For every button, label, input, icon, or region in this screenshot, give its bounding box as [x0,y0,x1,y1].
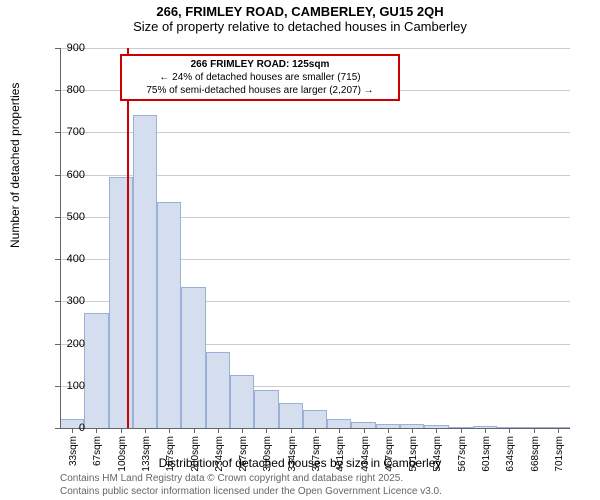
x-tick-mark [218,428,219,433]
x-tick-mark [339,428,340,433]
y-axis-label: Number of detached properties [8,83,22,248]
x-tick-mark [96,428,97,433]
attribution-line2: Contains public sector information licen… [60,485,442,498]
marker-line [127,48,129,428]
x-tick-mark [315,428,316,433]
callout-line2: ← 24% of detached houses are smaller (71… [128,71,392,84]
gridline [60,48,570,49]
x-tick-mark [436,428,437,433]
histogram-bar [133,115,157,428]
y-tick-label: 600 [45,169,85,181]
chart-title-line1: 266, FRIMLEY ROAD, CAMBERLEY, GU15 2QH [0,4,600,19]
histogram-bar [157,202,181,428]
x-tick-mark [266,428,267,433]
x-axis-label: Distribution of detached houses by size … [0,456,600,470]
x-tick-mark [242,428,243,433]
histogram-bar [230,375,254,428]
y-tick-label: 200 [45,338,85,350]
histogram-bar [109,177,133,428]
x-tick-mark [558,428,559,433]
x-tick-mark [485,428,486,433]
histogram-bar [254,390,278,428]
chart-container: 266, FRIMLEY ROAD, CAMBERLEY, GU15 2QH S… [0,0,600,500]
x-tick-mark [461,428,462,433]
histogram-bar [327,419,351,428]
x-tick-mark [388,428,389,433]
y-tick-label: 500 [45,211,85,223]
y-tick-label: 900 [45,42,85,54]
attribution: Contains HM Land Registry data © Crown c… [60,472,442,498]
histogram-bar [303,410,327,428]
y-tick-label: 0 [45,422,85,434]
y-tick-label: 400 [45,253,85,265]
histogram-bar [84,313,108,428]
x-tick-mark [291,428,292,433]
callout-line1: 266 FRIMLEY ROAD: 125sqm [128,58,392,71]
y-tick-label: 700 [45,126,85,138]
plot-area: 33sqm67sqm100sqm133sqm167sqm200sqm234sqm… [60,48,570,428]
histogram-bar [206,352,230,428]
x-tick-mark [364,428,365,433]
x-tick-mark [194,428,195,433]
callout-box: 266 FRIMLEY ROAD: 125sqm← 24% of detache… [120,54,400,101]
chart-title-line2: Size of property relative to detached ho… [0,19,600,34]
attribution-line1: Contains HM Land Registry data © Crown c… [60,472,442,485]
title-block: 266, FRIMLEY ROAD, CAMBERLEY, GU15 2QH S… [0,4,600,34]
x-tick-mark [412,428,413,433]
x-tick-mark [121,428,122,433]
y-tick-label: 300 [45,295,85,307]
x-tick-mark [169,428,170,433]
y-axis-line [60,48,61,428]
histogram-bar [279,403,303,428]
y-tick-label: 100 [45,380,85,392]
x-tick-mark [534,428,535,433]
y-tick-label: 800 [45,84,85,96]
histogram-bar [181,287,205,428]
x-tick-mark [145,428,146,433]
x-tick-mark [509,428,510,433]
callout-line3: 75% of semi-detached houses are larger (… [128,84,392,97]
